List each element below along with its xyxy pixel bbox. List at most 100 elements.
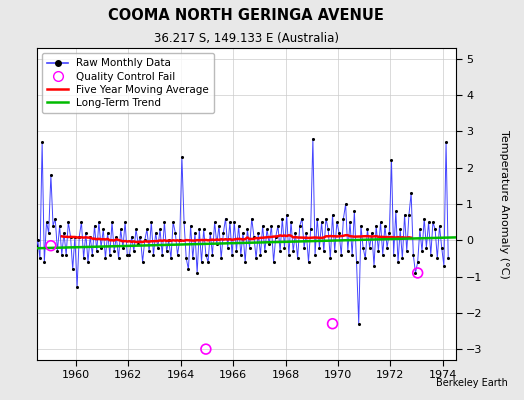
Point (374, 248, 383, 254)
Point (285, 252, 293, 258)
Point (93, 248, 101, 254)
Point (278, 215, 287, 222)
Point (254, 230, 263, 236)
Point (322, 215, 330, 222)
Point (99, 226, 107, 232)
Point (429, 219, 437, 225)
Point (378, 252, 387, 258)
Point (389, 252, 398, 258)
Point (250, 234, 258, 240)
Point (320, 248, 328, 254)
Point (106, 252, 114, 258)
Point (413, 259, 422, 265)
Point (396, 226, 405, 232)
Point (329, 320, 337, 327)
Point (127, 234, 136, 240)
Point (363, 226, 372, 232)
Point (29, 215, 38, 222)
Point (31, 248, 40, 254)
Point (182, 255, 190, 262)
Point (440, 262, 448, 269)
Point (361, 255, 369, 262)
Point (357, 222, 365, 229)
Point (36, 255, 44, 262)
Point (160, 219, 169, 225)
Point (405, 212, 413, 218)
Point (260, 248, 269, 254)
Text: COOMA NORTH GERINGA AVENUE: COOMA NORTH GERINGA AVENUE (108, 8, 384, 23)
Point (62, 252, 70, 258)
Point (276, 248, 285, 254)
Point (180, 219, 188, 225)
Point (265, 241, 274, 247)
Point (394, 259, 402, 265)
Point (243, 226, 252, 232)
Point (73, 284, 81, 291)
Point (165, 237, 173, 244)
Point (53, 248, 62, 254)
Point (407, 190, 416, 196)
Point (228, 252, 236, 258)
Point (298, 215, 306, 222)
Point (348, 252, 356, 258)
Point (195, 226, 203, 232)
Point (27, 244, 36, 251)
Point (121, 219, 129, 225)
Point (134, 241, 143, 247)
Point (56, 222, 64, 229)
Point (247, 215, 256, 222)
Point (178, 154, 186, 160)
Point (200, 226, 208, 232)
Point (416, 226, 424, 232)
Point (438, 244, 446, 251)
Point (77, 219, 85, 225)
Point (191, 230, 199, 236)
Point (381, 222, 389, 229)
Point (442, 139, 450, 146)
Point (402, 248, 411, 254)
Point (346, 219, 354, 225)
Point (101, 255, 110, 262)
Point (368, 230, 376, 236)
Point (221, 215, 230, 222)
Point (88, 252, 96, 258)
Point (211, 219, 219, 225)
Point (352, 259, 361, 265)
Point (263, 226, 271, 232)
Point (193, 270, 201, 276)
Point (335, 230, 343, 236)
Point (158, 252, 167, 258)
Point (75, 234, 83, 240)
Point (326, 255, 334, 262)
Point (431, 226, 439, 232)
Point (282, 212, 291, 218)
Point (224, 244, 232, 251)
Point (116, 226, 125, 232)
Point (138, 259, 147, 265)
Point (289, 248, 298, 254)
Point (34, 237, 42, 244)
Point (287, 219, 295, 225)
Point (176, 237, 184, 244)
Point (400, 212, 409, 218)
Point (67, 234, 75, 240)
Point (329, 212, 337, 218)
Point (206, 230, 214, 236)
Point (112, 234, 121, 240)
Point (114, 255, 123, 262)
Point (202, 346, 210, 352)
Point (187, 222, 195, 229)
Point (198, 259, 206, 265)
Point (145, 248, 154, 254)
Point (300, 244, 308, 251)
Point (173, 252, 182, 258)
Point (387, 157, 396, 164)
Point (385, 230, 394, 236)
Point (84, 259, 92, 265)
Point (147, 219, 156, 225)
Point (232, 248, 241, 254)
Point (154, 244, 162, 251)
Point (80, 255, 88, 262)
Point (217, 255, 225, 262)
Point (40, 259, 49, 265)
